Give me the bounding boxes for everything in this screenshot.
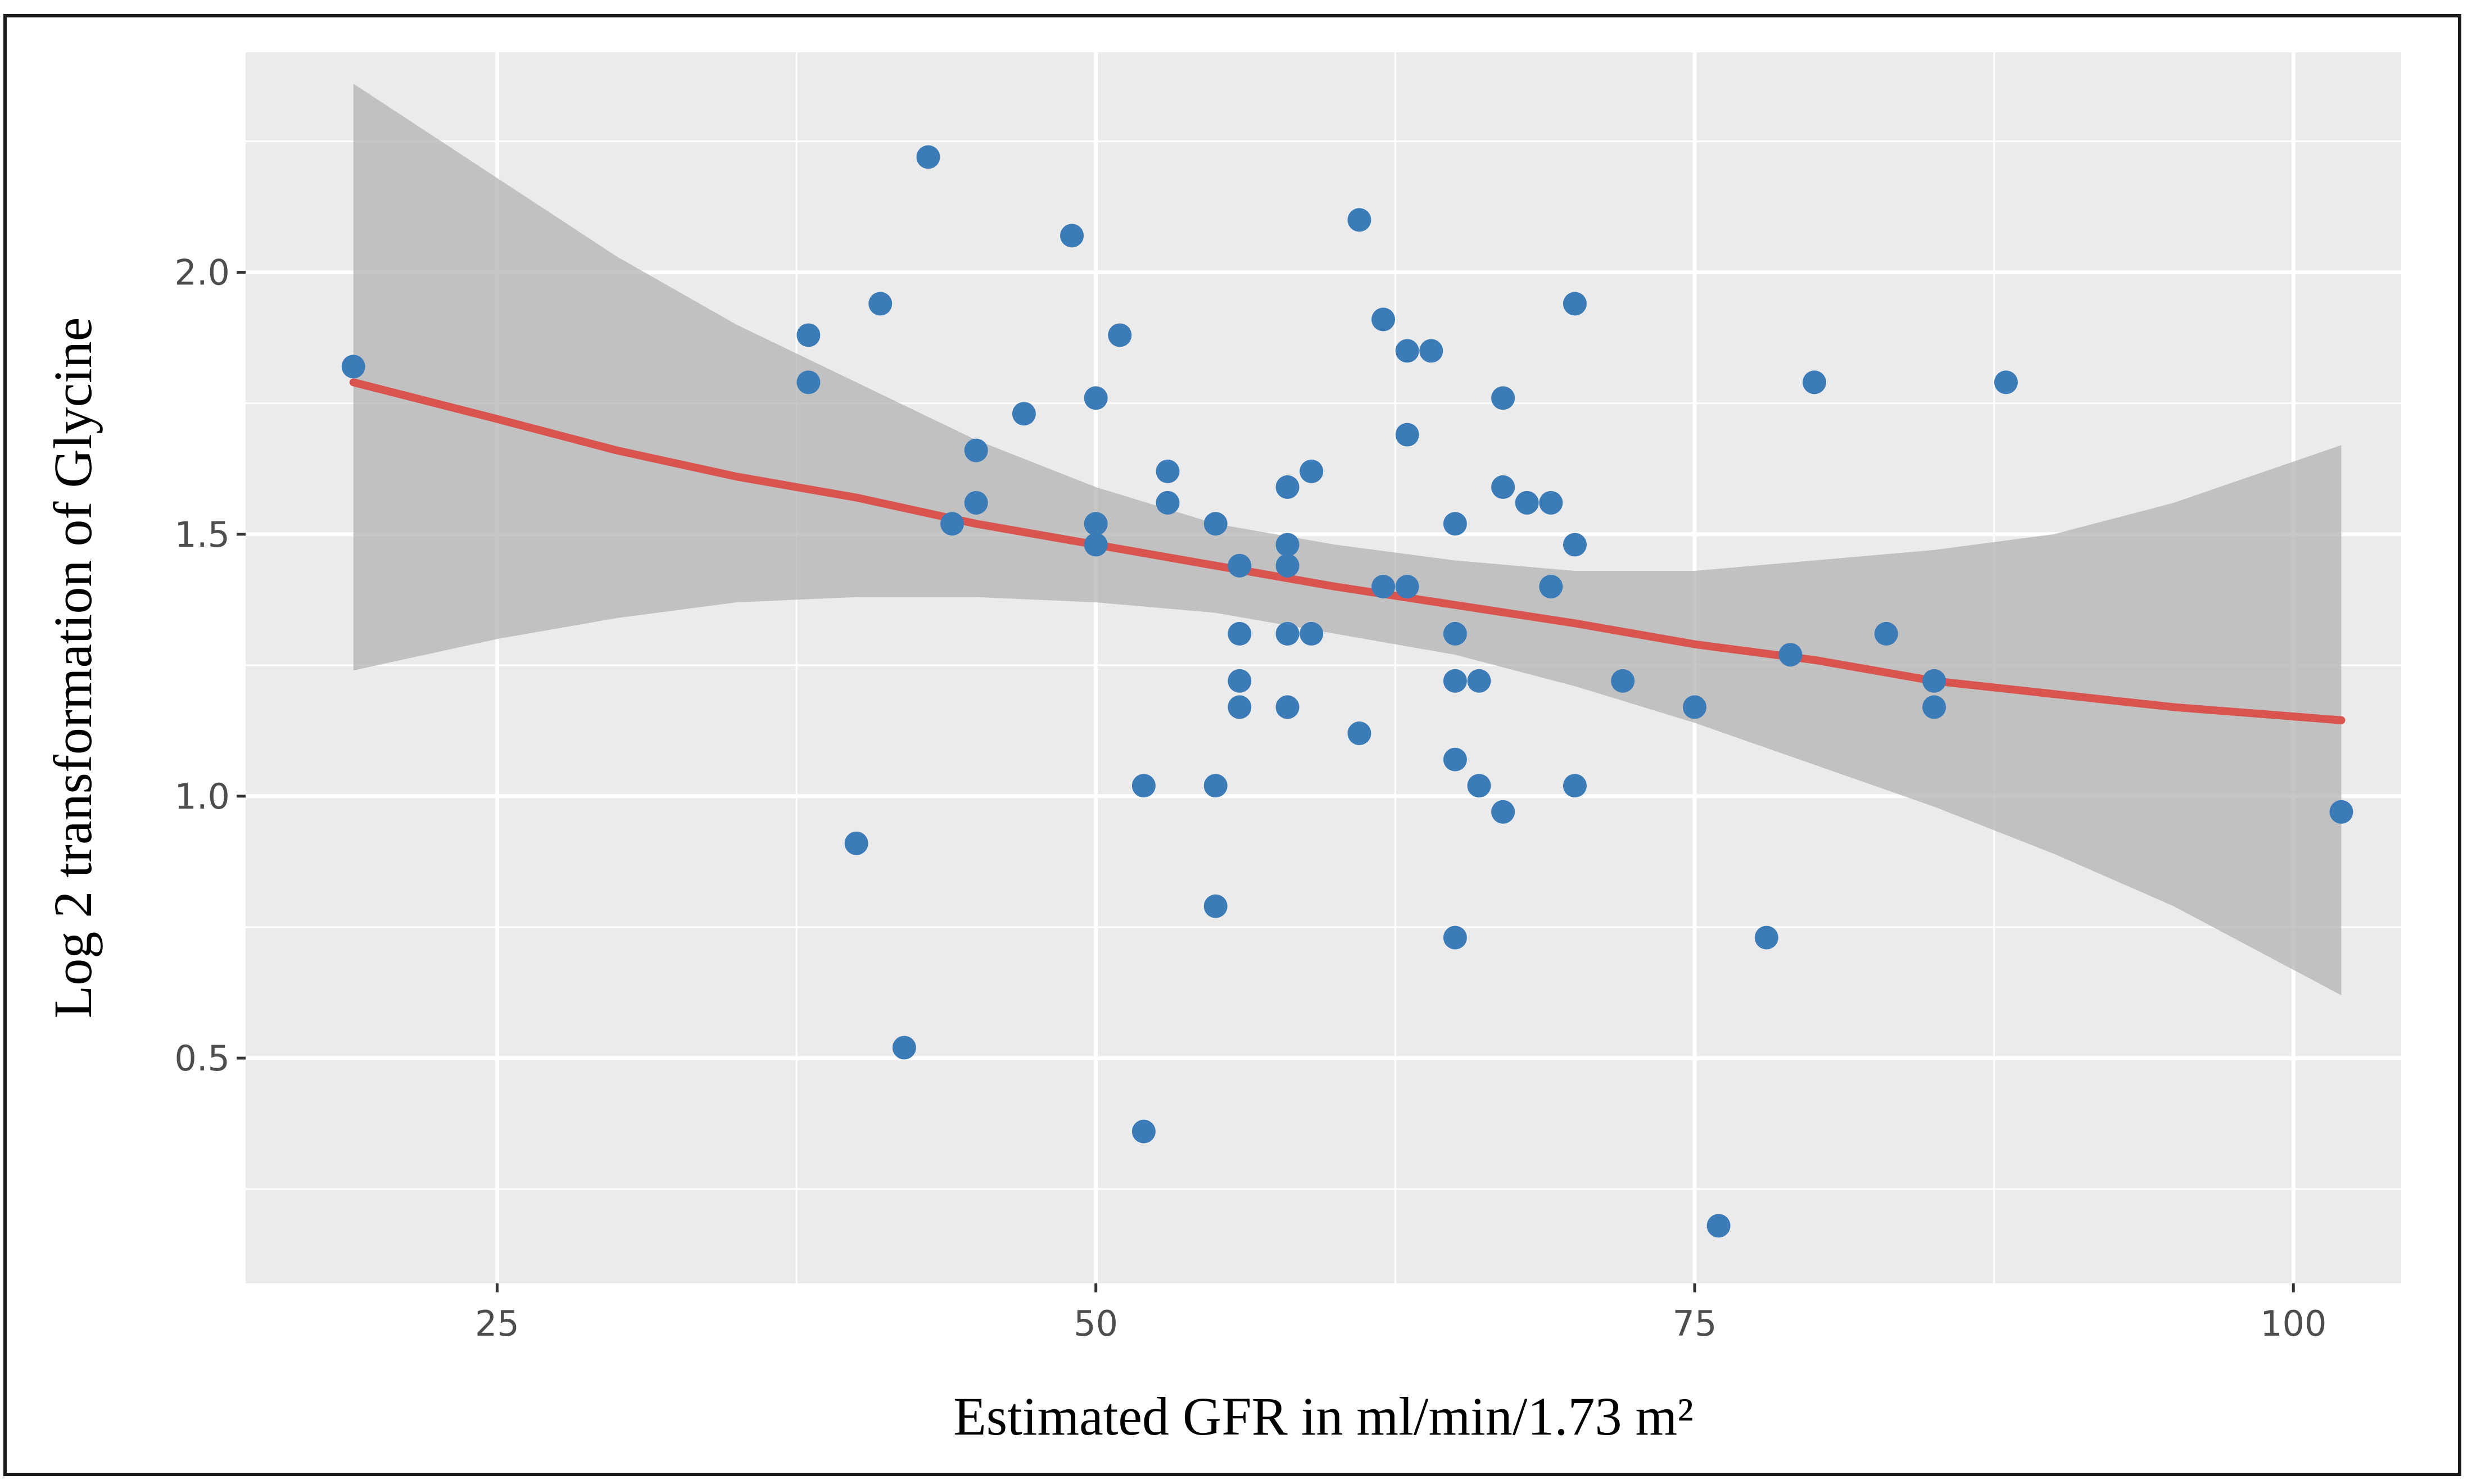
data-point xyxy=(1874,621,1898,646)
data-point xyxy=(1275,621,1300,646)
regression-line xyxy=(349,378,2346,724)
data-point xyxy=(1443,669,1467,693)
data-point xyxy=(796,323,821,347)
data-point xyxy=(1467,774,1491,798)
data-point xyxy=(1275,695,1300,719)
x-tick-label: 75 xyxy=(1673,1303,1717,1344)
data-point xyxy=(1084,533,1108,557)
data-points xyxy=(341,145,2353,1238)
data-point xyxy=(1419,339,1443,363)
data-point xyxy=(1922,669,1946,693)
data-point xyxy=(1203,774,1228,798)
data-point xyxy=(341,355,365,379)
data-point xyxy=(1778,643,1803,667)
data-point xyxy=(1371,574,1396,598)
data-point xyxy=(1994,370,2018,394)
data-point xyxy=(1922,695,1946,719)
data-point xyxy=(1682,695,1706,719)
data-point xyxy=(940,512,965,536)
data-point xyxy=(916,145,940,169)
data-point xyxy=(1203,512,1228,536)
data-point xyxy=(1539,574,1563,598)
data-point xyxy=(1467,669,1491,693)
data-point xyxy=(1347,208,1371,232)
data-point xyxy=(1060,224,1084,248)
x-tick-label: 25 xyxy=(475,1303,519,1344)
data-point xyxy=(1563,533,1587,557)
data-point xyxy=(1084,512,1108,536)
data-point xyxy=(1395,339,1419,363)
x-tick-label: 100 xyxy=(2260,1303,2326,1344)
data-point xyxy=(1706,1214,1731,1238)
data-point xyxy=(1611,669,1635,693)
data-point xyxy=(1443,621,1467,646)
data-point xyxy=(2329,800,2353,824)
data-point xyxy=(1228,621,1252,646)
confidence-band xyxy=(353,83,2342,996)
data-point xyxy=(1228,553,1252,578)
data-point xyxy=(1012,402,1036,426)
data-point xyxy=(1275,533,1300,557)
data-point xyxy=(1539,491,1563,515)
data-point xyxy=(868,292,893,316)
data-point xyxy=(1443,512,1467,536)
y-tick-label: 1.5 xyxy=(174,514,230,555)
data-point xyxy=(1156,459,1180,483)
data-point xyxy=(1300,459,1324,483)
y-tick-label: 0.5 xyxy=(174,1038,230,1079)
data-point xyxy=(964,491,988,515)
scatter-chart: 25 50 75 100 0.5 1.0 1.5 2.0 Estimated GFR in … xyxy=(43,52,2401,1446)
x-tick-label: 50 xyxy=(1074,1303,1118,1344)
data-point xyxy=(796,370,821,394)
y-tick-label: 1.0 xyxy=(174,776,230,817)
data-point xyxy=(1371,307,1396,332)
data-point xyxy=(1275,553,1300,578)
y-tick-label: 2.0 xyxy=(174,252,230,293)
data-point xyxy=(1108,323,1132,347)
data-point xyxy=(892,1036,916,1060)
x-axis-title: Estimated GFR in ml/min/1.73 m² xyxy=(953,1386,1694,1446)
data-point xyxy=(1491,800,1515,824)
data-point xyxy=(1228,669,1252,693)
data-point xyxy=(1156,491,1180,515)
data-point xyxy=(844,831,868,855)
y-axis-ticks: 0.5 1.0 1.5 2.0 xyxy=(174,252,246,1079)
data-point xyxy=(1443,747,1467,772)
x-axis-ticks: 25 50 75 100 xyxy=(475,1283,2326,1344)
data-point xyxy=(1515,491,1539,515)
data-point xyxy=(1275,475,1300,499)
data-point xyxy=(1754,925,1778,950)
data-point xyxy=(1443,925,1467,950)
data-point xyxy=(1491,386,1515,410)
data-point xyxy=(1395,574,1419,598)
data-point xyxy=(1491,475,1515,499)
data-point xyxy=(1300,621,1324,646)
data-point xyxy=(1803,370,1827,394)
chart-frame: 25 50 75 100 0.5 1.0 1.5 2.0 Estimated GFR in … xyxy=(3,14,2461,1476)
data-point xyxy=(1084,386,1108,410)
data-point xyxy=(1131,774,1156,798)
data-point xyxy=(1228,695,1252,719)
data-point xyxy=(1203,894,1228,918)
y-axis-title: Log 2 transformation of Glycine xyxy=(43,317,103,1019)
data-point xyxy=(1347,721,1371,746)
data-point xyxy=(964,438,988,462)
data-point xyxy=(1563,292,1587,316)
data-point xyxy=(1395,423,1419,447)
data-point xyxy=(1131,1119,1156,1143)
data-point xyxy=(1563,774,1587,798)
